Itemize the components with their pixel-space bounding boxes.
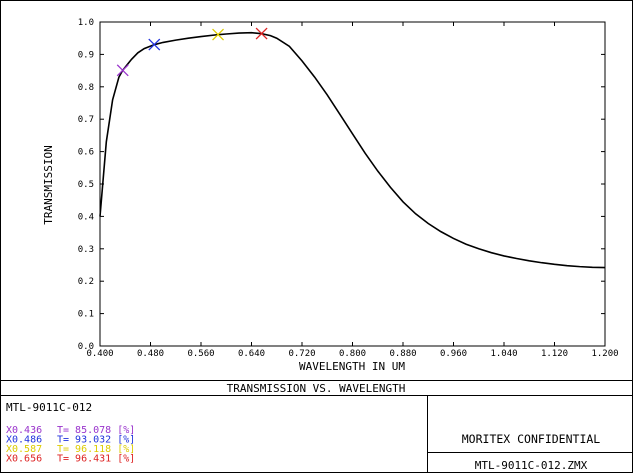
y-tick-label: 0.2 <box>78 277 94 287</box>
x-axis-label: WAVELENGTH IN UM <box>299 360 405 373</box>
confidential-text: MORITEX CONFIDENTIAL <box>462 432 601 446</box>
y-tick-label: 0.5 <box>78 180 94 190</box>
plot-area <box>99 21 606 347</box>
legend-marker-value: T= 85.078 [%] <box>57 425 135 436</box>
x-tick-label: 0.880 <box>389 349 416 359</box>
marker-x <box>116 64 129 77</box>
x-tick-label: 0.400 <box>86 349 113 359</box>
x-tick-label: 0.800 <box>339 349 366 359</box>
legend-marker-label: X0.656 <box>6 454 42 465</box>
x-tick-label: 1.040 <box>490 349 517 359</box>
chart-title: TRANSMISSION VS. WAVELENGTH <box>227 382 406 395</box>
legend-marker-value: T= 96.118 [%] <box>57 444 135 455</box>
x-tick-label: 0.560 <box>187 349 214 359</box>
y-tick-label: 0.0 <box>78 342 94 352</box>
y-tick-label: 0.4 <box>78 212 94 222</box>
y-tick-label: 0.3 <box>78 245 94 255</box>
x-tick-label: 0.480 <box>137 349 164 359</box>
y-tick-label: 0.7 <box>78 115 94 125</box>
x-tick-label: 1.200 <box>591 349 618 359</box>
wavelength-markers <box>116 27 268 77</box>
legend-marker-value: T= 93.032 [%] <box>57 435 135 446</box>
x-tick-label: 0.960 <box>440 349 467 359</box>
legend-marker-label: X0.486 <box>6 435 42 446</box>
marker-x <box>148 38 161 51</box>
x-tick-label: 0.720 <box>288 349 315 359</box>
y-tick-label: 0.6 <box>78 148 94 158</box>
file-name: MTL-9011C-012 <box>6 401 92 414</box>
y-tick-label: 1.0 <box>78 18 94 28</box>
y-tick-label: 0.1 <box>78 310 94 320</box>
legend-marker-value: T= 96.431 [%] <box>57 454 135 465</box>
x-tick-labels: 0.400 0.480 0.560 0.640 0.720 0.800 0.880 0.960… <box>86 349 618 359</box>
x-tick-label: 0.640 <box>238 349 265 359</box>
zmx-file-name: MTL-9011C-012.ZMX <box>475 459 588 472</box>
y-tick-labels: 0.0 0.1 0.2 0.3 0.4 0.5 0.6 0.7 0.8 0.9 1.0 <box>78 18 94 352</box>
y-tick-label: 0.9 <box>78 50 94 60</box>
x-tick-label: 1.120 <box>541 349 568 359</box>
y-axis-label: TRANSMISSION <box>42 145 55 224</box>
transmission-series-line <box>99 31 606 269</box>
y-tick-label: 0.8 <box>78 83 94 93</box>
legend-marker-label: X0.587 <box>6 444 42 455</box>
legend-marker-label: X0.436 <box>6 425 42 436</box>
marker-x <box>212 28 225 41</box>
marker-legend: X0.436 T= 85.078 [%] X0.486 T= 93.032 [%] X0… <box>6 425 135 465</box>
marker-x <box>255 27 268 40</box>
tick-marks <box>99 21 606 347</box>
